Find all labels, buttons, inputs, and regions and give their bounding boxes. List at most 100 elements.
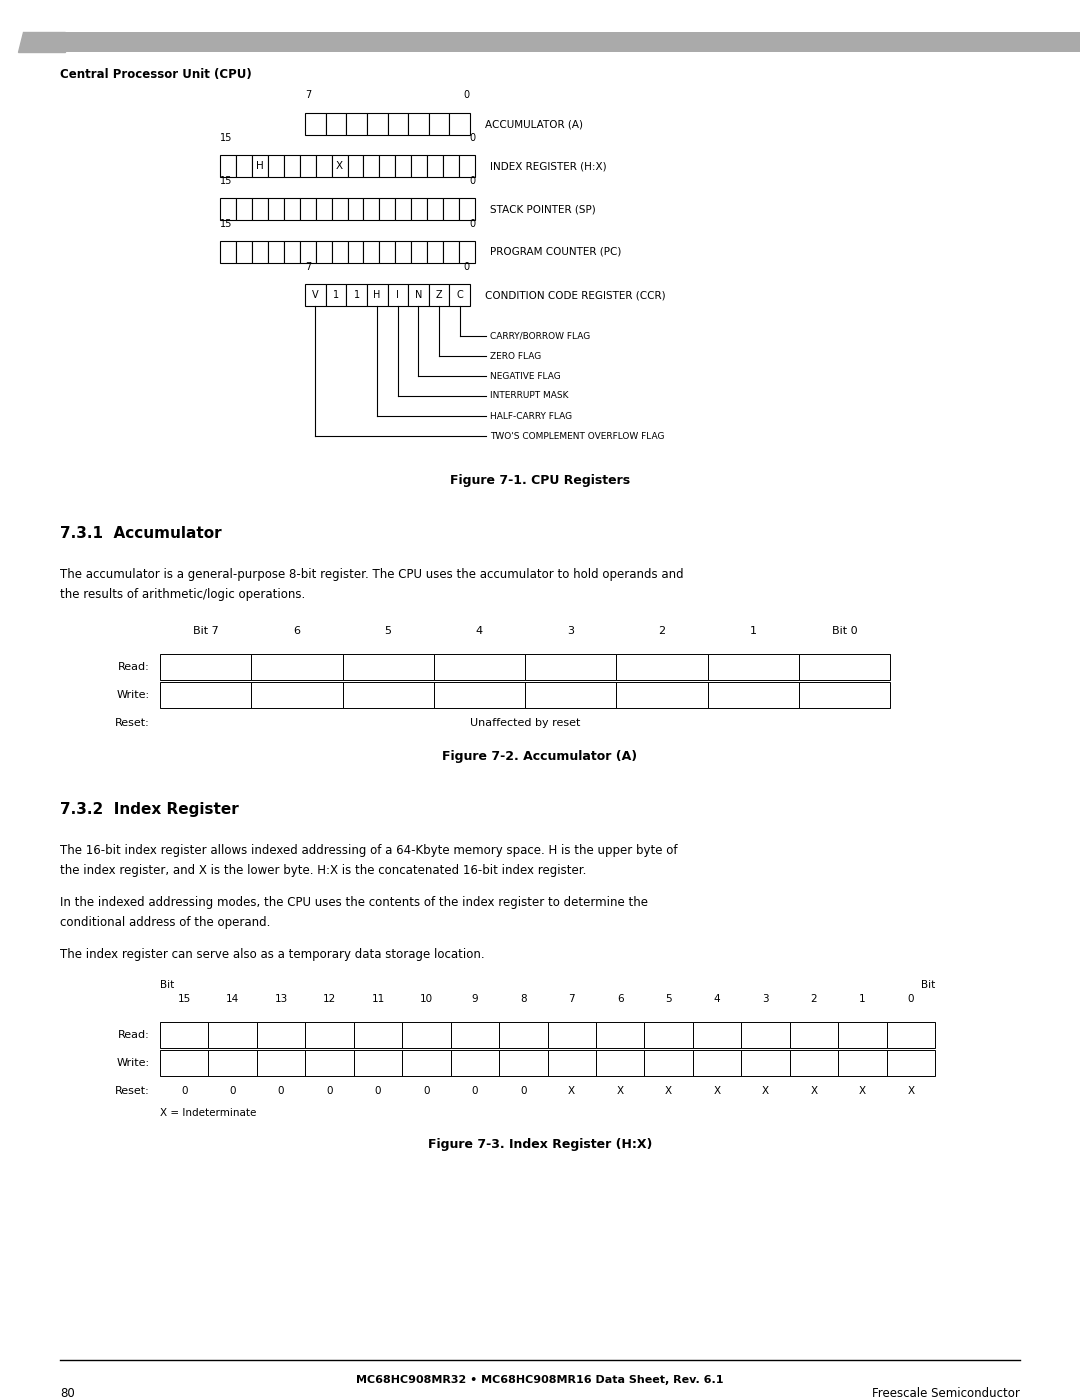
Bar [160,682,252,708]
Bar [326,284,347,306]
Text: HALF-CARRY FLAG: HALF-CARRY FLAG [490,412,572,420]
Bar [220,155,235,177]
Bar [388,284,408,306]
Bar [160,654,252,680]
Text: 11: 11 [372,995,384,1004]
Text: 0: 0 [464,89,470,101]
Text: Write:: Write: [117,1058,150,1067]
Bar [342,654,434,680]
Text: TWO'S COMPLEMENT OVERFLOW FLAG: TWO'S COMPLEMENT OVERFLOW FLAG [490,432,664,440]
Text: X: X [761,1085,769,1097]
Text: N: N [415,291,422,300]
Bar [364,155,379,177]
Text: 0: 0 [472,1085,478,1097]
Bar [411,198,428,219]
Bar [348,155,364,177]
Text: Figure 7-2. Accumulator (A): Figure 7-2. Accumulator (A) [443,750,637,763]
Text: Freescale Semiconductor: Freescale Semiconductor [873,1387,1020,1397]
Bar [645,1023,692,1048]
Bar [449,113,470,136]
Bar [596,1023,645,1048]
Bar [402,1023,450,1048]
Text: 0: 0 [469,176,475,186]
Text: 0: 0 [326,1085,333,1097]
Text: X: X [617,1085,624,1097]
Bar [429,284,449,306]
Text: 13: 13 [274,995,287,1004]
Bar [208,1023,257,1048]
Bar [268,155,284,177]
Bar [450,1051,499,1076]
Text: 0: 0 [423,1085,430,1097]
Text: 4: 4 [476,626,483,636]
Bar [257,1023,306,1048]
Text: the results of arithmetic/logic operations.: the results of arithmetic/logic operatio… [60,588,306,601]
Bar [428,155,443,177]
Bar [299,198,315,219]
Bar [284,198,299,219]
Text: ACCUMULATOR (A): ACCUMULATOR (A) [485,119,583,129]
Text: Figure 7-3. Index Register (H:X): Figure 7-3. Index Register (H:X) [428,1139,652,1151]
Text: 12: 12 [323,995,336,1004]
Text: Reset:: Reset: [116,1085,150,1097]
Bar [617,654,707,680]
Bar [235,242,252,263]
Text: 2: 2 [659,626,665,636]
Bar [799,654,890,680]
Bar [707,682,799,708]
Text: PROGRAM COUNTER (PC): PROGRAM COUNTER (PC) [490,247,621,257]
Text: INTERRUPT MASK: INTERRUPT MASK [490,391,568,401]
Bar [348,242,364,263]
Bar [367,284,388,306]
Bar [268,198,284,219]
Bar [692,1023,741,1048]
Text: Bit 7: Bit 7 [192,626,218,636]
Bar [305,113,326,136]
Text: 15: 15 [220,133,232,142]
Bar [235,155,252,177]
Text: 6: 6 [294,626,300,636]
Bar [332,242,348,263]
Bar [428,198,443,219]
Bar [388,113,408,136]
Text: 0: 0 [907,995,914,1004]
Text: The 16-bit index register allows indexed addressing of a 64-Kbyte memory space. : The 16-bit index register allows indexed… [60,844,677,856]
Bar [332,198,348,219]
Text: conditional address of the operand.: conditional address of the operand. [60,916,270,929]
Bar [257,1051,306,1076]
Text: 0: 0 [375,1085,381,1097]
Bar [379,242,395,263]
Text: 5: 5 [384,626,392,636]
Bar [434,682,525,708]
Text: 14: 14 [226,995,240,1004]
Bar [525,682,617,708]
Bar [347,284,367,306]
Bar [395,198,411,219]
Bar [252,198,268,219]
Bar [252,654,342,680]
Bar [799,682,890,708]
Text: H: H [256,161,264,170]
Bar [395,242,411,263]
Text: the index register, and X is the lower byte. H:X is the concatenated 16-bit inde: the index register, and X is the lower b… [60,863,586,877]
Bar [402,1051,450,1076]
Text: NEGATIVE FLAG: NEGATIVE FLAG [490,372,561,380]
Bar [434,654,525,680]
Text: H: H [374,291,381,300]
Bar [499,1023,548,1048]
Text: 5: 5 [665,995,672,1004]
Polygon shape [18,32,65,52]
Text: 0: 0 [469,219,475,229]
Bar [332,155,348,177]
Text: 1: 1 [750,626,757,636]
Text: 7: 7 [305,263,311,272]
Text: Read:: Read: [118,662,150,672]
Text: 0: 0 [464,263,470,272]
Bar [305,284,326,306]
Text: 80: 80 [60,1387,75,1397]
Bar [252,242,268,263]
Text: X = Indeterminate: X = Indeterminate [160,1108,256,1118]
Text: Unaffected by reset: Unaffected by reset [470,718,580,728]
Text: X: X [810,1085,818,1097]
Bar [789,1023,838,1048]
